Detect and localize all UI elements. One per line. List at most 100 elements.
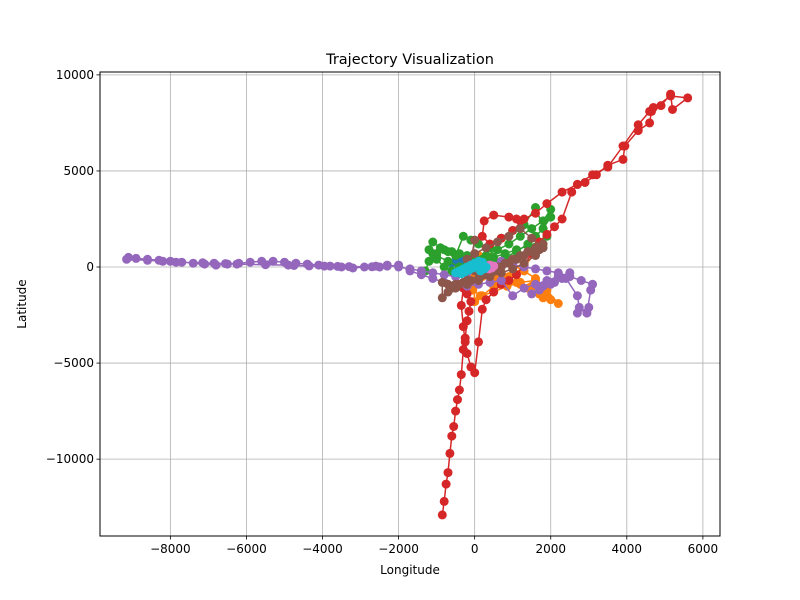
series-4-point	[458, 322, 468, 332]
series-6-point	[470, 235, 480, 245]
series-5-point	[531, 264, 540, 274]
x-tick-label: 0	[471, 542, 479, 556]
series-6-point	[481, 243, 491, 253]
series-4-point	[453, 395, 462, 405]
series-5-point	[143, 254, 152, 264]
series-6-point	[462, 276, 472, 285]
series-5-point	[428, 268, 438, 278]
series-6-point	[500, 258, 510, 268]
series-4-point	[557, 214, 567, 224]
series-6-point	[485, 272, 495, 282]
x-tick-label: −4000	[302, 542, 343, 556]
series-3-point	[451, 251, 461, 260]
series-5-point	[588, 279, 598, 289]
series-6-point	[515, 251, 525, 260]
series-3-point	[504, 239, 514, 249]
series-5-point	[359, 262, 369, 272]
series-4-point	[668, 105, 677, 114]
series-3-point	[428, 249, 438, 259]
series-4-point	[603, 162, 613, 172]
series-5-point	[576, 276, 586, 285]
y-axis-ticks: −10000 −5000 0 5000 10000	[46, 68, 100, 466]
series-4-point	[464, 306, 474, 316]
series-6-point	[508, 264, 518, 274]
series-4-point	[443, 468, 453, 478]
series-3-point	[424, 256, 434, 266]
plot-area	[100, 72, 720, 536]
series-6-point	[437, 293, 447, 303]
series-5-point	[519, 283, 529, 293]
series-5-point	[538, 281, 548, 291]
series-4-point	[567, 187, 577, 197]
series-4-point	[504, 276, 514, 285]
series-5-point	[542, 266, 552, 276]
series-6-point	[447, 283, 457, 293]
series-6-point	[523, 247, 533, 257]
series-3-point	[489, 252, 499, 262]
series-4-point	[645, 106, 655, 116]
series-6-point	[531, 243, 540, 253]
series-5-point	[337, 262, 346, 272]
series-5-point	[553, 268, 563, 278]
y-tick-label: 0	[86, 260, 94, 274]
series-4-point	[481, 295, 491, 305]
series-4-point	[515, 216, 525, 226]
series-5-point	[550, 277, 559, 287]
series-6-point	[474, 276, 483, 285]
series-5-point	[405, 264, 415, 274]
series-5-point	[348, 263, 358, 273]
series-5-point	[154, 255, 164, 265]
series-5-point	[314, 260, 324, 270]
series-5-point	[131, 253, 141, 263]
series-4-point	[470, 368, 480, 378]
series-4-point	[477, 231, 487, 241]
series-4-point	[460, 337, 470, 347]
series-4-point	[542, 199, 552, 209]
x-tick-label: 4000	[612, 542, 643, 556]
series-6-point	[515, 224, 525, 234]
series-5-point	[291, 258, 301, 268]
series-5-point	[565, 272, 575, 282]
series-3-point	[493, 245, 502, 255]
y-tick-label: −5000	[53, 356, 94, 370]
series-4-point	[683, 93, 693, 103]
series-layer	[122, 89, 693, 520]
series-4-point	[557, 187, 567, 197]
x-tick-label: −2000	[378, 542, 419, 556]
series-4-point	[633, 120, 643, 130]
y-tick-label: 5000	[63, 164, 94, 178]
series-5-point	[325, 261, 335, 271]
series-6-point	[527, 233, 537, 243]
y-axis-label: Latitude	[15, 279, 29, 328]
series-4-point	[489, 287, 499, 297]
series-8	[451, 256, 491, 279]
series-5-point	[245, 257, 255, 267]
series-4-point	[572, 179, 582, 189]
y-tick-label: −10000	[46, 452, 94, 466]
series-4-point	[588, 170, 598, 180]
series-6-point	[504, 231, 514, 241]
series-5-point	[188, 258, 198, 268]
series-3-point	[515, 231, 525, 241]
series-4-point	[466, 297, 476, 307]
series-4-point	[477, 304, 487, 314]
series-4-point	[531, 208, 540, 218]
series-4-point	[504, 212, 514, 222]
series-4-point	[645, 118, 655, 128]
series-6-point	[493, 237, 502, 247]
x-tick-label: −6000	[226, 542, 267, 556]
series-5-point	[268, 256, 278, 266]
x-tick-label: 2000	[535, 542, 566, 556]
series-5-point	[394, 262, 404, 272]
series-5-point	[211, 260, 221, 270]
series-5-point	[165, 256, 175, 266]
series-6-point	[454, 279, 464, 289]
series-5-point	[302, 259, 312, 269]
series-3-point	[428, 237, 438, 247]
series-6-point	[508, 254, 518, 264]
series-5-point	[222, 259, 232, 269]
series-6-point	[470, 249, 480, 259]
x-tick-label: 6000	[688, 542, 719, 556]
series-8-point	[475, 266, 485, 276]
